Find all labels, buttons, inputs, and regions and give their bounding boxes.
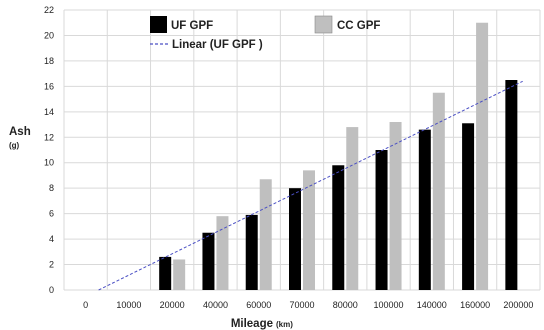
- uf-gpf-bar: [462, 123, 475, 290]
- x-tick-label: 140000: [417, 300, 447, 310]
- legend-label-uf-gpf: UF GPF: [171, 20, 213, 32]
- x-axis-ticks: 0 10000 20000 40000 60000 70000 80000 100000 140…: [83, 300, 533, 310]
- x-tick-label: 10000: [116, 300, 141, 310]
- cc-gpf-bar: [303, 170, 315, 290]
- y-tick-label: 2: [49, 260, 54, 270]
- bars: [159, 22, 518, 291]
- trendline: [98, 80, 523, 291]
- x-tick-label: 80000: [333, 300, 358, 310]
- x-tick-label: 0: [83, 300, 88, 310]
- y-tick-label: 8: [49, 183, 54, 193]
- uf-gpf-bar: [159, 256, 172, 290]
- x-tick-label: 200000: [503, 300, 533, 310]
- x-tick-label: 70000: [289, 300, 314, 310]
- grid: [63, 9, 541, 291]
- y-tick-label: 0: [49, 285, 54, 295]
- cc-gpf-bar: [173, 259, 186, 290]
- uf-gpf-bar: [418, 129, 431, 290]
- legend-swatch-uf-gpf: [150, 16, 167, 33]
- x-tick-label: 160000: [460, 300, 490, 310]
- y-tick-label: 16: [44, 81, 54, 91]
- uf-gpf-bar: [202, 232, 215, 290]
- x-axis-unit: (km): [276, 320, 293, 329]
- y-axis-title: Ash: [9, 126, 31, 138]
- x-tick-label: 40000: [203, 300, 228, 310]
- y-tick-label: 4: [49, 234, 54, 244]
- y-axis-ticks: 0 2 4 6 8 10 12 14 16 18 20 22: [44, 5, 54, 295]
- legend-label-trendline: Linear (UF GPF ): [172, 39, 263, 51]
- x-tick-label: 20000: [160, 300, 185, 310]
- legend: UF GPF CC GPF Linear (UF GPF ): [150, 15, 380, 51]
- cc-gpf-bar: [432, 92, 445, 291]
- cc-gpf-bar: [476, 22, 489, 291]
- cc-gpf-bar: [216, 216, 229, 290]
- x-tick-label: 100000: [374, 300, 404, 310]
- y-tick-label: 20: [44, 30, 54, 40]
- uf-gpf-bar: [505, 80, 518, 290]
- y-tick-label: 6: [49, 209, 54, 219]
- y-axis-unit: (g): [9, 141, 20, 150]
- uf-gpf-bar: [332, 165, 345, 290]
- linear-trendline: [98, 80, 523, 291]
- y-tick-label: 22: [44, 5, 54, 15]
- y-tick-label: 12: [44, 132, 54, 142]
- cc-gpf-bar: [346, 127, 359, 290]
- uf-gpf-bar: [289, 188, 301, 290]
- x-tick-label: 60000: [246, 300, 271, 310]
- legend-swatch-cc-gpf: [314, 15, 333, 34]
- cc-gpf-bar: [389, 122, 402, 290]
- legend-label-cc-gpf: CC GPF: [337, 20, 380, 32]
- uf-gpf-bar: [245, 214, 258, 290]
- x-axis-title: Mileage: [231, 318, 273, 330]
- cc-gpf-bar: [259, 179, 272, 290]
- uf-gpf-bar: [375, 150, 388, 290]
- y-tick-label: 18: [44, 56, 54, 66]
- y-tick-label: 10: [44, 158, 54, 168]
- y-tick-label: 14: [44, 107, 54, 117]
